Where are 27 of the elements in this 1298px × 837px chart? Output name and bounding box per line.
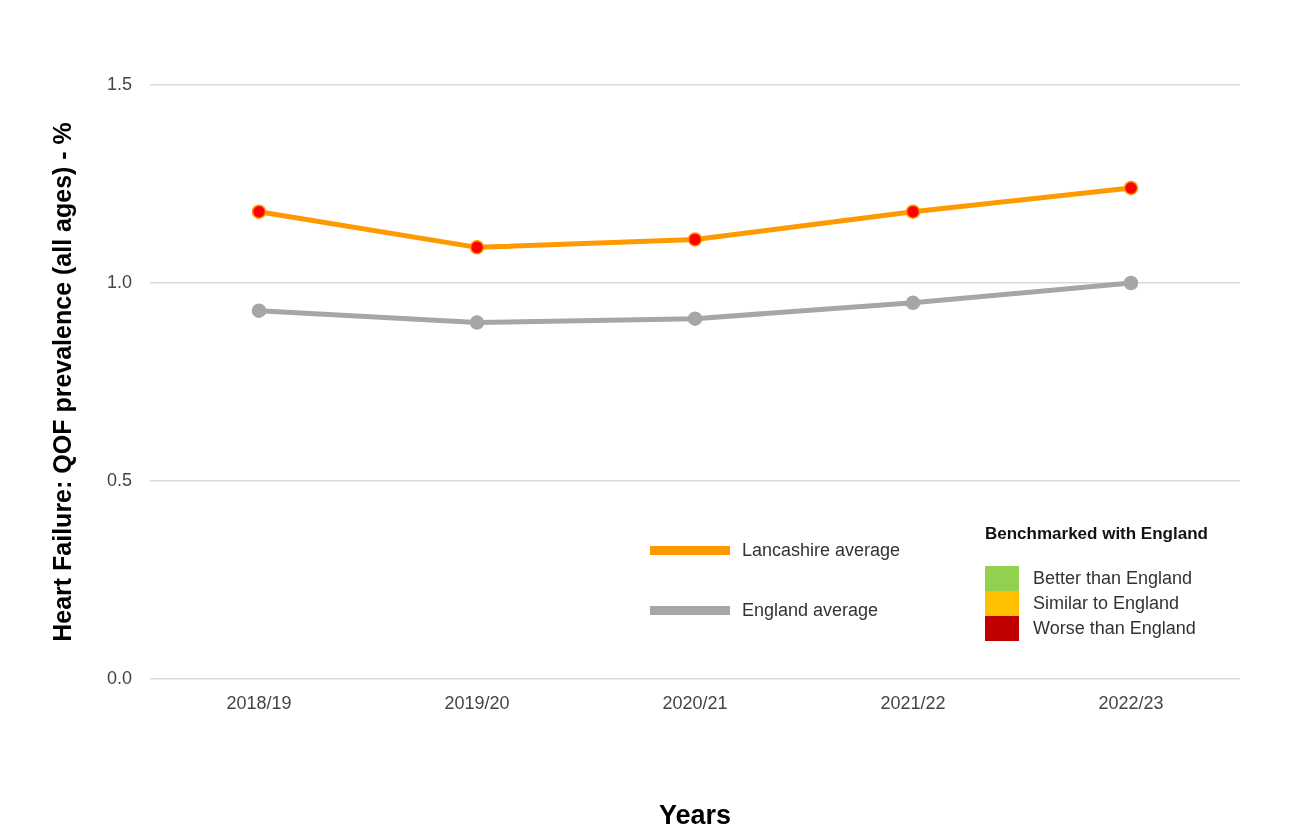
- point: [251, 303, 267, 318]
- x-tick-label: 2022/23: [1098, 692, 1164, 713]
- point: [687, 232, 703, 247]
- legend-label: Lancashire average: [742, 540, 901, 560]
- x-tick-label: 2018/19: [226, 692, 292, 713]
- annotation: Similar to England: [1033, 593, 1180, 614]
- point: [251, 204, 267, 219]
- point: [905, 295, 921, 311]
- point: [1123, 180, 1139, 196]
- y-axis-title: Heart Failure: QOF prevalence (all ages) - %: [47, 122, 76, 642]
- point: [905, 204, 921, 219]
- x-tick-label: 2019/20: [444, 692, 510, 713]
- point: [687, 311, 703, 326]
- x-axis-title: Years: [658, 800, 732, 831]
- point: [469, 240, 485, 255]
- x-tick-label: 2021/22: [880, 692, 946, 713]
- x-tick-label: 2020/21: [662, 692, 728, 713]
- annotation: Better than England: [1033, 568, 1193, 589]
- point: [469, 315, 485, 330]
- legend-label: England average: [742, 600, 879, 620]
- y-tick-label: 0.0: [106, 667, 132, 688]
- y-tick-label: 0.5: [106, 469, 132, 490]
- y-tick-label: 1.5: [106, 73, 132, 94]
- y-tick-label: 1.0: [106, 271, 132, 292]
- legend-title: Benchmarked with England: [985, 524, 1208, 544]
- annotation: Worse than England: [1033, 618, 1196, 639]
- point: [1123, 275, 1139, 291]
